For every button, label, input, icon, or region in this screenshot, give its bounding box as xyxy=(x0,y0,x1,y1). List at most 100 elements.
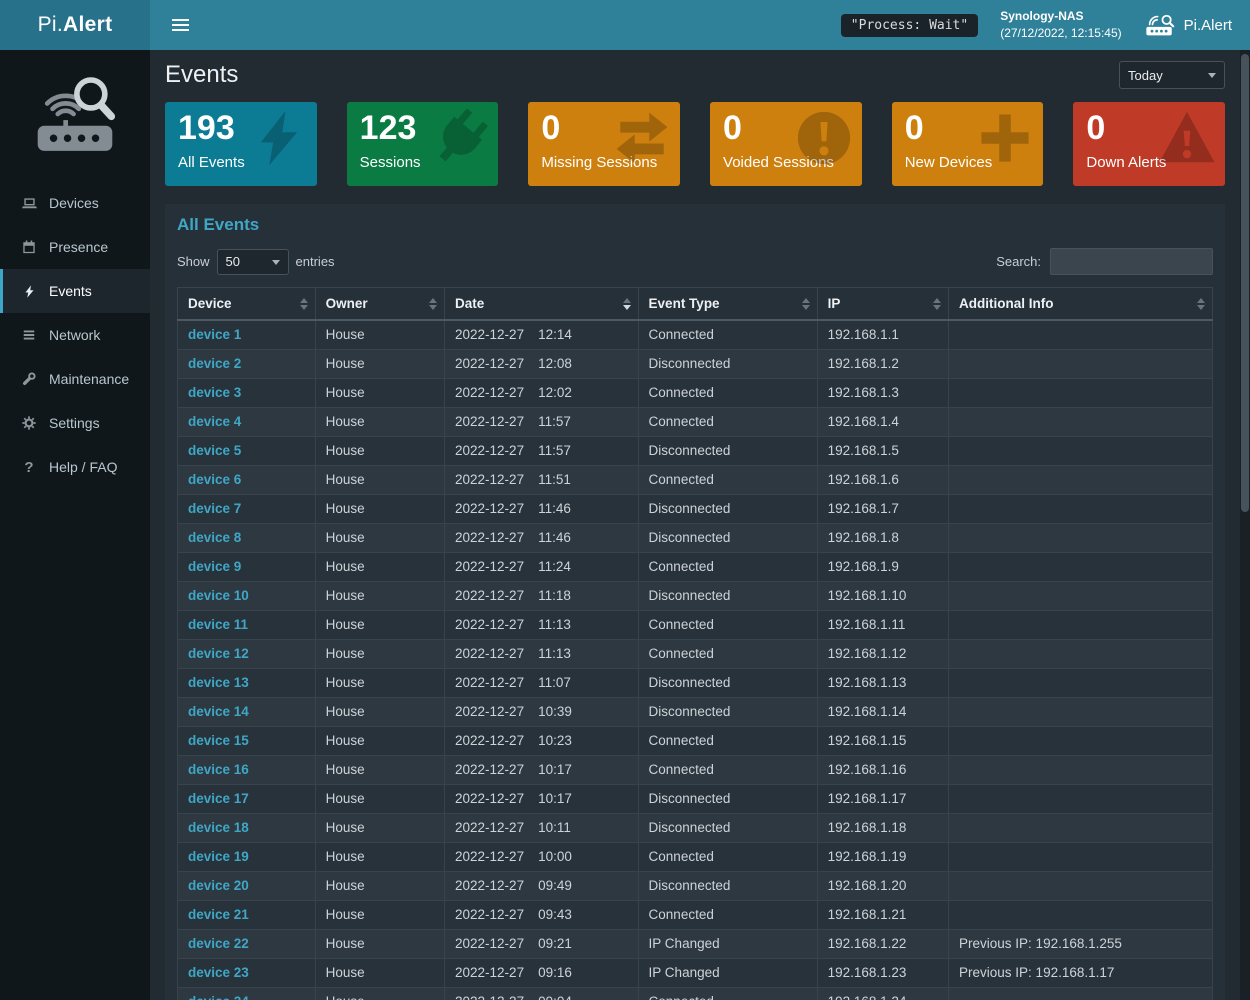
column-header-device[interactable]: Device xyxy=(177,287,316,321)
device-link[interactable]: device 22 xyxy=(188,936,249,951)
card-missing-sessions[interactable]: 0 Missing Sessions xyxy=(528,102,681,186)
card-value: 193 xyxy=(178,109,235,147)
device-link[interactable]: device 3 xyxy=(188,385,242,400)
table-row: device 7 House 2022-12-27 11:46 Disconnected… xyxy=(177,493,1213,524)
device-cell: device 10 xyxy=(177,580,316,611)
device-link[interactable]: device 11 xyxy=(188,617,249,632)
device-link[interactable]: device 18 xyxy=(188,820,249,835)
scrollbar-thumb[interactable] xyxy=(1241,54,1249,512)
owner-cell: House xyxy=(314,667,446,698)
ip-cell: 192.168.1.24 xyxy=(816,986,950,1000)
sidebar-item-devices[interactable]: Devices xyxy=(0,181,150,225)
column-header-date[interactable]: Date xyxy=(444,287,639,321)
sidebar-item-label: Maintenance xyxy=(49,371,130,387)
sidebar-item-help[interactable]: ? Help / FAQ xyxy=(0,445,150,489)
device-link[interactable]: device 9 xyxy=(188,559,242,574)
column-header-additional-info[interactable]: Additional Info xyxy=(948,287,1213,321)
device-link[interactable]: device 1 xyxy=(188,327,242,343)
device-link[interactable]: device 6 xyxy=(188,472,242,487)
entries-label: entries xyxy=(295,254,335,269)
app-logo[interactable]: Pi. Alert xyxy=(0,0,150,50)
device-cell: device 6 xyxy=(177,464,316,495)
device-cell: device 3 xyxy=(177,377,316,408)
device-link[interactable]: device 14 xyxy=(188,704,249,719)
owner-cell: House xyxy=(314,870,446,901)
column-header-owner[interactable]: Owner xyxy=(314,287,446,321)
owner-cell: House xyxy=(314,609,446,640)
search-label: Search: xyxy=(996,254,1041,269)
event-type-cell: Connected xyxy=(637,899,818,930)
column-header-event-type[interactable]: Event Type xyxy=(637,287,818,321)
owner-cell: House xyxy=(314,957,446,988)
exchange-arrows-icon xyxy=(613,109,671,167)
device-link[interactable]: device 10 xyxy=(188,588,249,603)
device-link[interactable]: device 12 xyxy=(188,646,249,661)
header-brand: Pi.Alert xyxy=(1144,13,1232,38)
sidebar-item-maintenance[interactable]: Maintenance xyxy=(0,357,150,401)
device-link[interactable]: device 2 xyxy=(188,356,242,371)
sidebar-item-label: Help / FAQ xyxy=(49,459,118,475)
device-cell: device 16 xyxy=(177,754,316,785)
device-link[interactable]: device 24 xyxy=(188,994,249,1000)
event-type-cell: Connected xyxy=(637,841,818,872)
device-link[interactable]: device 16 xyxy=(188,762,249,777)
ip-cell: 192.168.1.11 xyxy=(816,609,950,640)
search-input[interactable] xyxy=(1050,248,1213,275)
table-row: device 23 House 2022-12-27 09:16 IP Changed 1… xyxy=(177,957,1213,988)
device-link[interactable]: device 21 xyxy=(188,907,249,922)
sidebar-item-presence[interactable]: Presence xyxy=(0,225,150,269)
card-value: 0 xyxy=(904,109,924,147)
date-cell: 2022-12-27 10:17 xyxy=(444,754,639,785)
ip-cell: 192.168.1.12 xyxy=(816,638,950,669)
date-cell: 2022-12-27 11:46 xyxy=(444,522,639,553)
owner-cell: House xyxy=(314,522,446,553)
additional-info-cell: Previous IP: 192.168.1.255 xyxy=(948,928,1213,959)
device-link[interactable]: device 4 xyxy=(188,414,242,429)
ip-cell: 192.168.1.8 xyxy=(816,522,950,553)
additional-info-cell xyxy=(948,696,1213,727)
sort-icon xyxy=(933,297,942,310)
card-down-alerts[interactable]: 0 Down Alerts xyxy=(1073,102,1226,186)
ip-cell: 192.168.1.9 xyxy=(816,551,950,582)
device-cell: device 8 xyxy=(177,522,316,553)
additional-info-cell xyxy=(948,348,1213,379)
device-link[interactable]: device 5 xyxy=(188,443,242,458)
period-select[interactable]: Today xyxy=(1120,62,1224,88)
sidebar-toggle-icon[interactable] xyxy=(164,8,197,42)
date-cell: 2022-12-27 09:43 xyxy=(444,899,639,930)
sidebar-item-settings[interactable]: Settings xyxy=(0,401,150,445)
card-sessions[interactable]: 123 Sessions xyxy=(346,102,499,186)
page-length-select-wrapper: 50 xyxy=(216,248,289,275)
ip-cell: 192.168.1.1 xyxy=(816,319,950,350)
pialert-device-icon xyxy=(1145,14,1174,35)
card-voided-sessions[interactable]: 0 Voided Sessions xyxy=(710,102,862,186)
plug-icon xyxy=(431,108,489,167)
ip-cell: 192.168.1.15 xyxy=(816,725,950,756)
owner-cell: House xyxy=(314,986,446,1000)
device-link[interactable]: device 17 xyxy=(188,791,249,806)
card-value: 0 xyxy=(541,109,561,147)
sidebar-item-network[interactable]: Network xyxy=(0,313,150,357)
period-select-wrapper: Today xyxy=(1119,61,1225,89)
card-all-events[interactable]: 193 All Events xyxy=(165,102,317,186)
device-link[interactable]: device 7 xyxy=(188,501,242,516)
column-header-ip[interactable]: IP xyxy=(816,287,950,321)
page-length-select[interactable]: 50 xyxy=(217,249,288,274)
additional-info-cell xyxy=(948,870,1213,901)
device-link[interactable]: device 23 xyxy=(188,965,249,980)
device-link[interactable]: device 15 xyxy=(188,733,249,748)
device-link[interactable]: device 20 xyxy=(188,878,249,893)
summary-cards: 193 All Events 123 Sessions 0 Missing Se… xyxy=(165,102,1226,186)
sort-icon xyxy=(429,297,438,310)
events-table: Device Owner Date Event Type IP Addition… xyxy=(177,287,1213,1000)
card-new-devices[interactable]: 0 New Devices xyxy=(891,102,1044,186)
event-type-cell: Disconnected xyxy=(637,667,818,698)
device-link[interactable]: device 13 xyxy=(188,675,249,690)
device-link[interactable]: device 8 xyxy=(188,530,242,545)
card-label: Voided Sessions xyxy=(723,153,834,171)
date-cell: 2022-12-27 11:24 xyxy=(444,551,639,582)
event-type-cell: Disconnected xyxy=(637,435,818,466)
sidebar-item-events[interactable]: Events xyxy=(0,269,150,313)
brand-prefix: Pi. xyxy=(37,13,64,36)
device-link[interactable]: device 19 xyxy=(188,849,249,864)
